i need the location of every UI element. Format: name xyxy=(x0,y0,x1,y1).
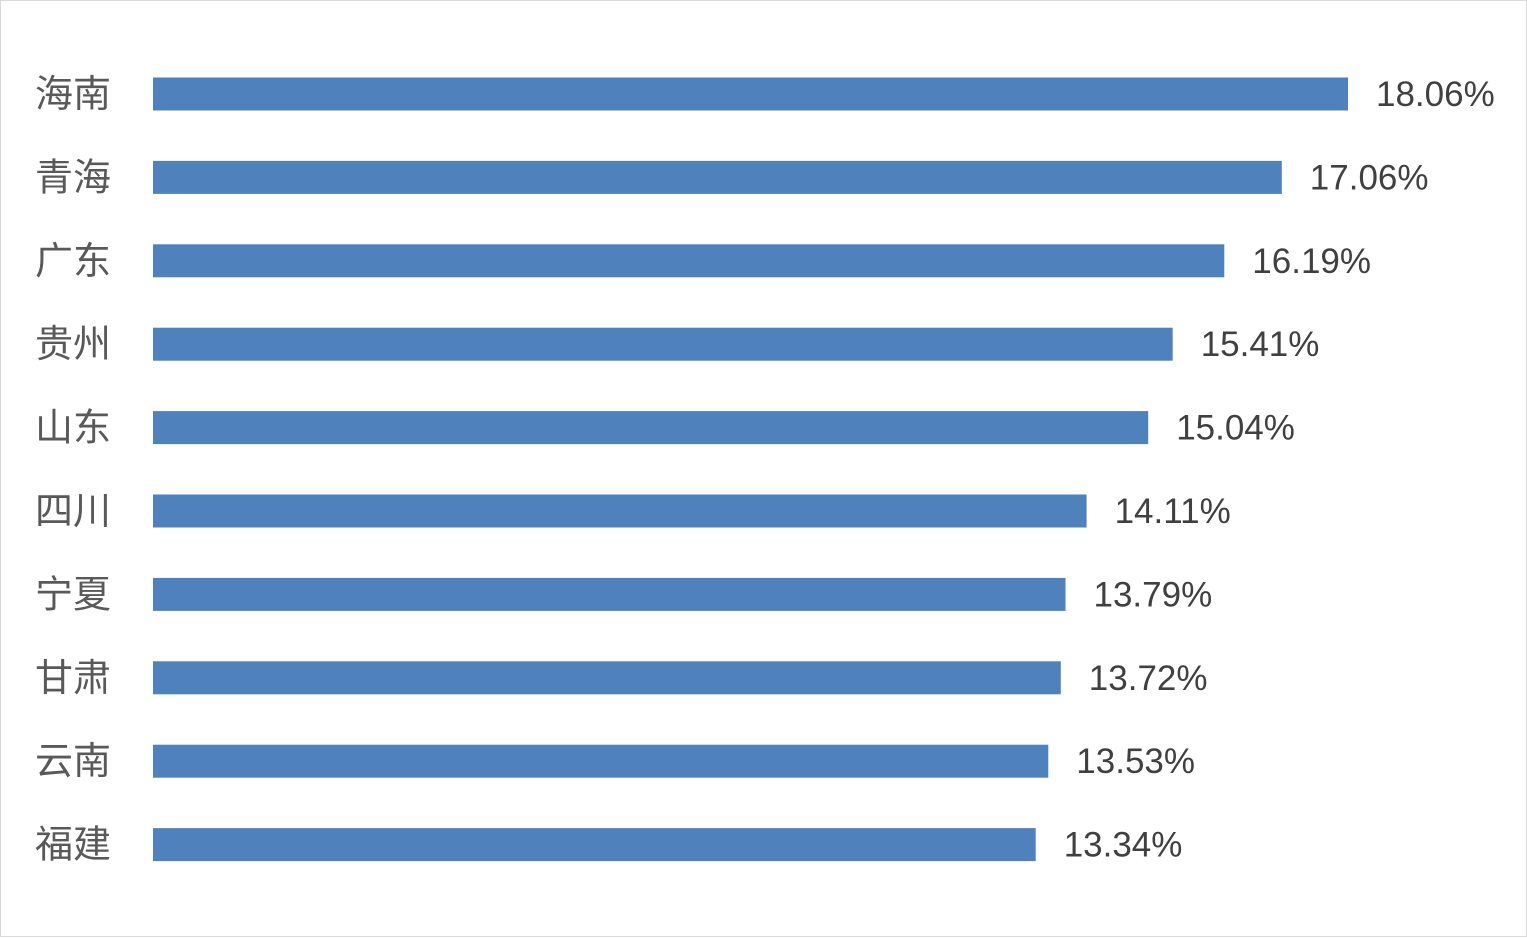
category-label: 四川 xyxy=(35,489,111,533)
value-label: 15.04% xyxy=(1176,409,1295,448)
category-label: 贵州 xyxy=(35,322,111,366)
category-label: 海南 xyxy=(35,72,111,116)
bar-5 xyxy=(153,494,1087,528)
value-label: 17.06% xyxy=(1310,158,1429,197)
bar-2 xyxy=(153,244,1225,278)
bar-8 xyxy=(153,744,1049,778)
bar-4 xyxy=(153,411,1149,445)
bar-0 xyxy=(153,77,1348,111)
bars-group xyxy=(153,77,1348,862)
value-label: 14.11% xyxy=(1115,492,1231,531)
value-label: 15.41% xyxy=(1201,325,1320,364)
bar-6 xyxy=(153,577,1066,611)
category-label: 宁夏 xyxy=(35,572,111,616)
category-label: 青海 xyxy=(35,155,111,199)
value-label: 13.79% xyxy=(1094,575,1213,614)
value-labels-group: 18.06% 17.06% 16.19% 15.41% 15.04% 14.11% 13.7… xyxy=(1064,75,1495,865)
bar-1 xyxy=(153,160,1282,194)
value-label: 16.19% xyxy=(1252,242,1371,281)
category-label: 山东 xyxy=(35,406,111,450)
value-label: 13.72% xyxy=(1089,659,1208,698)
value-label: 13.53% xyxy=(1076,742,1195,781)
bar-7 xyxy=(153,661,1061,695)
category-label: 甘肃 xyxy=(35,656,111,700)
bar-3 xyxy=(153,327,1173,361)
value-label: 13.34% xyxy=(1064,826,1183,865)
value-label: 18.06% xyxy=(1376,75,1495,114)
category-label: 广东 xyxy=(35,239,111,283)
category-label: 云南 xyxy=(35,739,111,783)
category-label: 福建 xyxy=(35,823,111,867)
bar-9 xyxy=(153,828,1036,862)
